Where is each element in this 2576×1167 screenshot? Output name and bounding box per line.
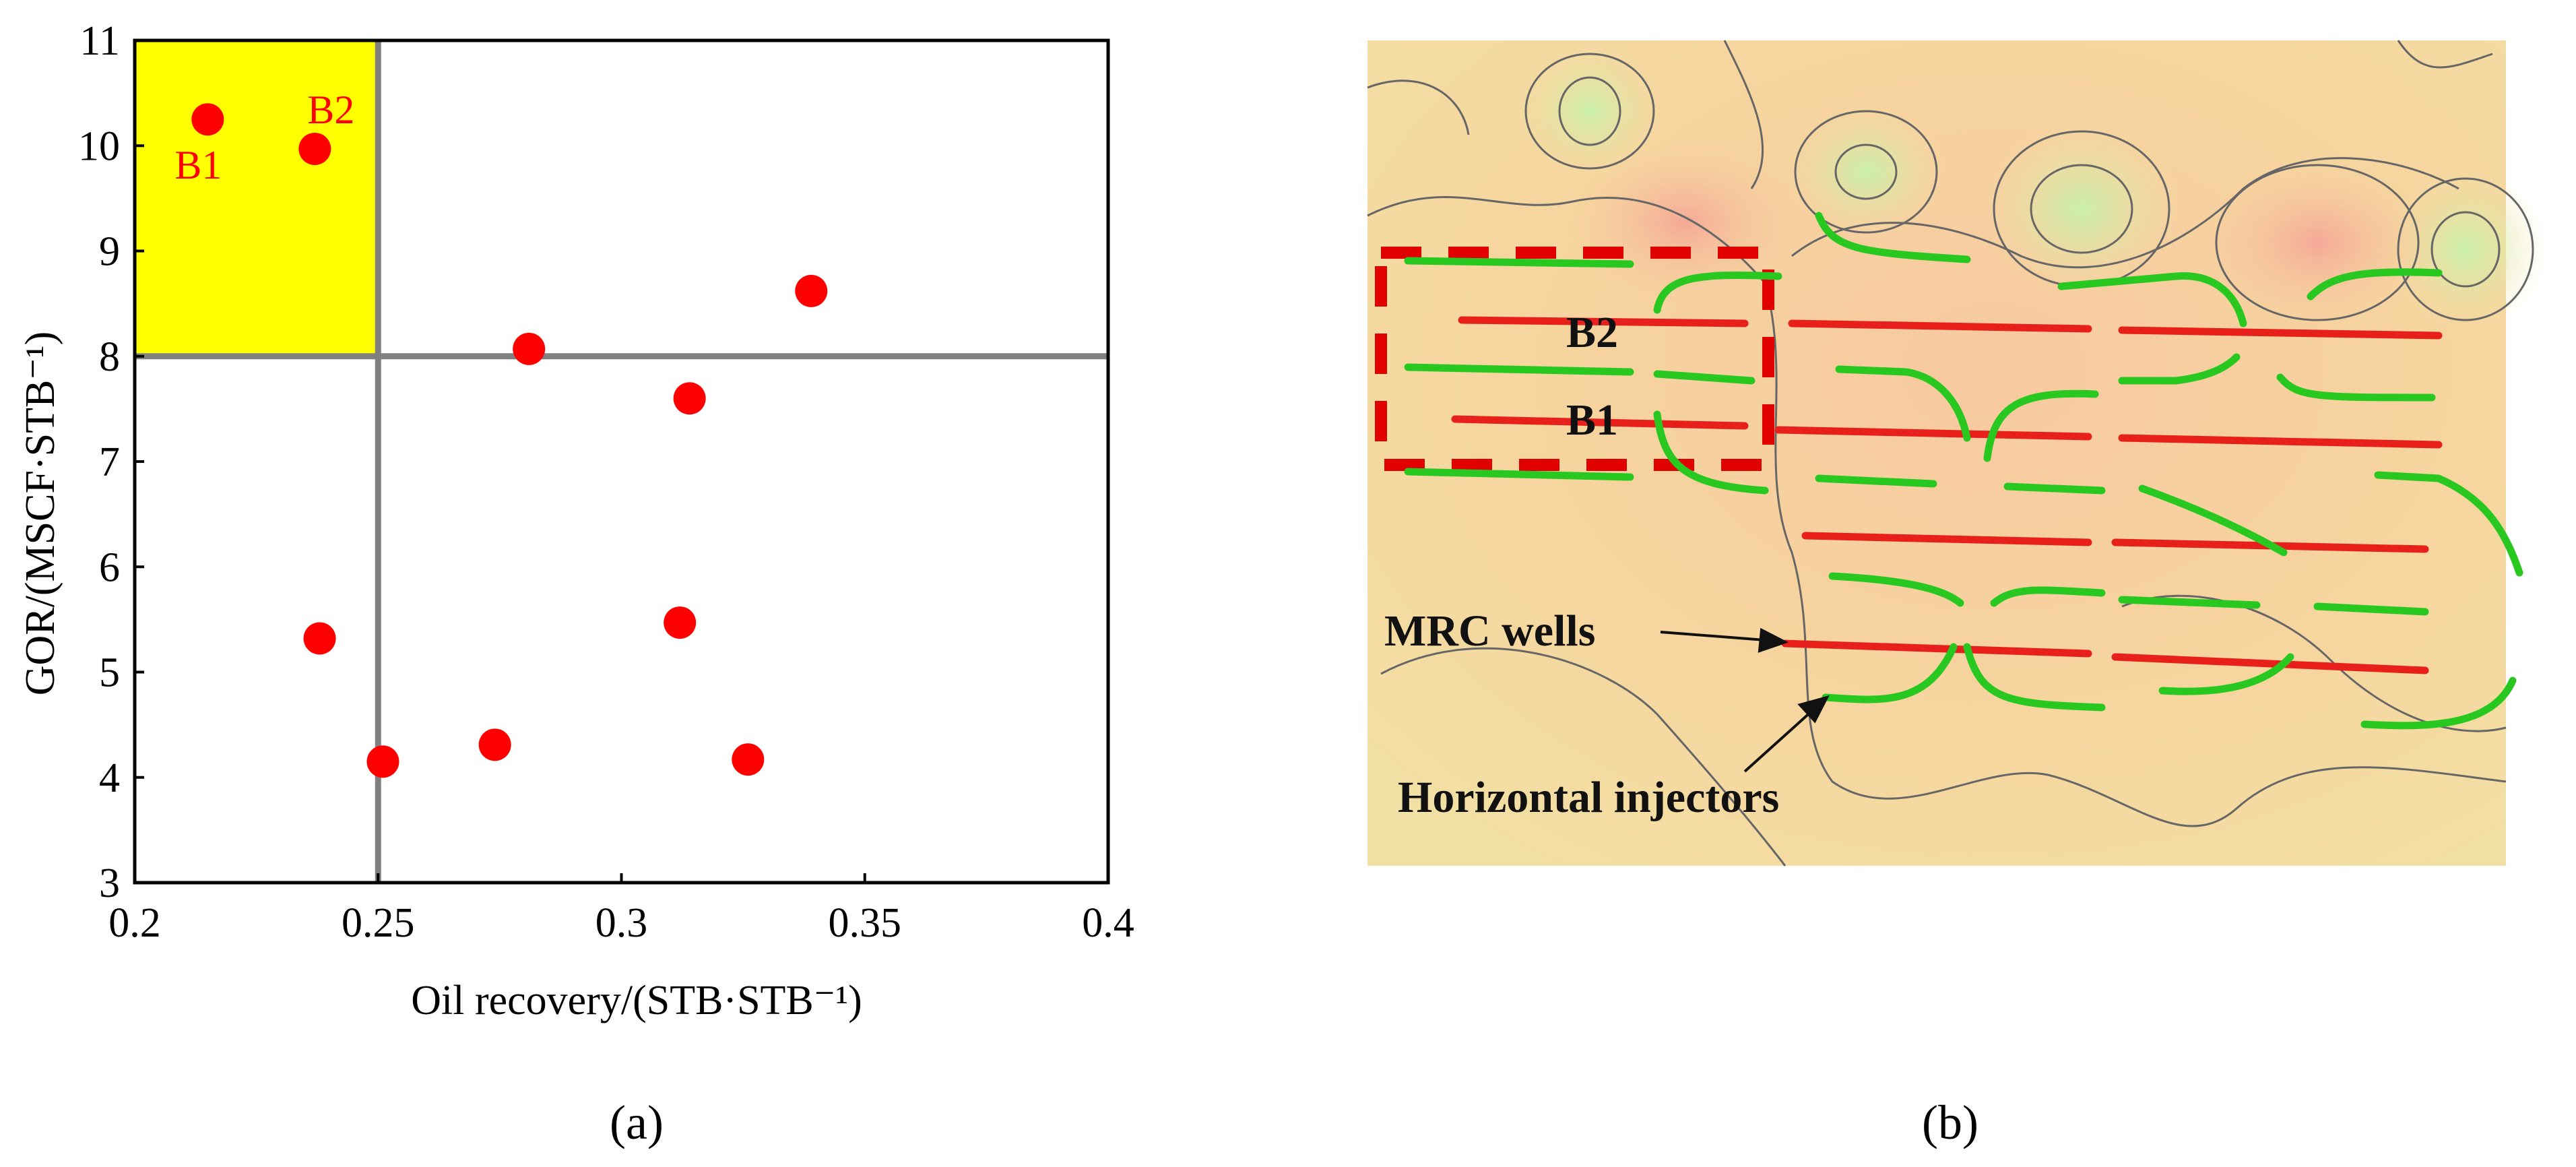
point-labels: B1 B2 bbox=[174, 88, 354, 187]
b1-b2-highlight-box bbox=[1375, 247, 1774, 471]
point-label-b1: B1 bbox=[174, 143, 222, 187]
injector-well bbox=[1404, 363, 1634, 376]
label-horizontal-injectors: Horizontal injectors bbox=[1398, 773, 1779, 822]
x-tick-label: 0.4 bbox=[1082, 900, 1134, 946]
injector-well bbox=[2118, 353, 2241, 385]
y-tick-label: 8 bbox=[99, 334, 120, 380]
injector-well bbox=[2158, 653, 2294, 695]
data-points bbox=[191, 103, 828, 778]
injector-well bbox=[2118, 596, 2261, 609]
injector-well bbox=[1822, 643, 1958, 703]
mrc-well bbox=[2118, 434, 2443, 449]
panel-b-well-map: B2 B1 MRC wells Horizontal injectors (b) bbox=[1367, 40, 2546, 1149]
x-tick-label: 0.35 bbox=[829, 900, 902, 946]
y-tick-label: 10 bbox=[78, 123, 120, 169]
threshold-lines bbox=[135, 40, 1108, 883]
panel-label-a: (a) bbox=[610, 1096, 664, 1149]
injector-well bbox=[2276, 373, 2436, 402]
injector-well bbox=[1815, 212, 1971, 263]
horizontal-injectors bbox=[1404, 212, 2523, 730]
mrc-well-b1 bbox=[1451, 415, 1749, 430]
mrc-well bbox=[2111, 653, 2429, 674]
mrc-well bbox=[1781, 639, 2092, 658]
data-point bbox=[303, 622, 336, 655]
mrc-well-b2 bbox=[1458, 316, 1749, 327]
mrc-well bbox=[1801, 532, 2092, 546]
x-tick-label: 0.25 bbox=[342, 900, 415, 946]
data-point bbox=[664, 606, 697, 639]
x-tick-label: 0.2 bbox=[108, 900, 161, 946]
injector-well bbox=[2307, 268, 2443, 301]
panel-label-b: (b) bbox=[1922, 1096, 1978, 1149]
injector-well bbox=[2003, 482, 2106, 495]
y-tick-label: 11 bbox=[79, 18, 120, 64]
y-tick-label: 4 bbox=[99, 755, 120, 801]
data-point bbox=[366, 745, 399, 778]
map-red-zone bbox=[2203, 162, 2432, 323]
mrc-arrowhead bbox=[1758, 627, 1789, 653]
data-point bbox=[478, 728, 511, 761]
injector-well bbox=[1653, 410, 1769, 495]
injector-well bbox=[1835, 365, 1971, 442]
data-point bbox=[298, 132, 331, 165]
label-mrc-wells: MRC wells bbox=[1384, 606, 1595, 656]
data-point bbox=[673, 382, 706, 415]
injector-well bbox=[2360, 676, 2517, 730]
well-label-b1: B1 bbox=[1566, 396, 1618, 445]
highlight-region bbox=[135, 40, 379, 356]
map-green-zone bbox=[1516, 44, 1664, 179]
injector-well bbox=[2138, 484, 2288, 557]
injector-well bbox=[1404, 257, 1634, 268]
injector-well bbox=[2313, 602, 2429, 616]
map-green-zone bbox=[1785, 104, 1947, 239]
y-tick-label: 3 bbox=[99, 860, 120, 906]
injector-well bbox=[2057, 272, 2247, 327]
injector-arrowhead bbox=[1797, 695, 1830, 724]
mrc-arrow bbox=[1660, 631, 1766, 641]
x-tick-label: 0.3 bbox=[595, 900, 648, 946]
mrc-well bbox=[1774, 426, 2092, 441]
injector-well bbox=[1653, 370, 1756, 385]
injector-arrow bbox=[1743, 709, 1813, 773]
injector-well bbox=[1828, 572, 1964, 607]
injector-well bbox=[1404, 468, 1634, 481]
y-tick-label: 6 bbox=[99, 544, 120, 590]
mrc-well bbox=[2118, 326, 2443, 340]
injector-well bbox=[1990, 586, 2106, 607]
y-tick-label: 9 bbox=[99, 229, 120, 275]
y-tick-label: 5 bbox=[99, 650, 120, 696]
injector-well bbox=[1815, 474, 1937, 488]
map-green-zone bbox=[2385, 168, 2546, 330]
injector-well bbox=[1653, 271, 1782, 314]
annotation-arrows bbox=[1660, 627, 1830, 773]
data-point bbox=[191, 103, 224, 136]
injector-well bbox=[1983, 389, 2099, 462]
mrc-well bbox=[1788, 319, 2092, 333]
well-label-b2: B2 bbox=[1566, 308, 1618, 357]
x-axis-title: Oil recovery/(STB·STB⁻¹) bbox=[411, 978, 862, 1023]
map-green-zone bbox=[1981, 121, 2183, 296]
x-axis-ticks: 0.2 0.25 0.3 0.35 0.4 bbox=[108, 873, 1134, 946]
y-axis-ticks: 3 4 5 6 7 8 9 10 11 bbox=[78, 18, 144, 906]
mrc-wells bbox=[1451, 316, 2443, 674]
panel-a-scatter-chart: 0.2 0.25 0.3 0.35 0.4 3 4 5 6 7 8 9 10 11 B1 B2 Oil r… bbox=[18, 18, 1134, 1149]
data-point bbox=[732, 743, 765, 776]
y-axis-title: GOR/(MSCF·STB⁻¹) bbox=[18, 332, 63, 696]
injector-well bbox=[1963, 643, 2106, 712]
data-point bbox=[513, 332, 546, 365]
injector-well bbox=[2374, 471, 2523, 577]
point-label-b2: B2 bbox=[307, 88, 354, 132]
data-point bbox=[795, 274, 828, 307]
y-tick-label: 7 bbox=[99, 439, 120, 485]
